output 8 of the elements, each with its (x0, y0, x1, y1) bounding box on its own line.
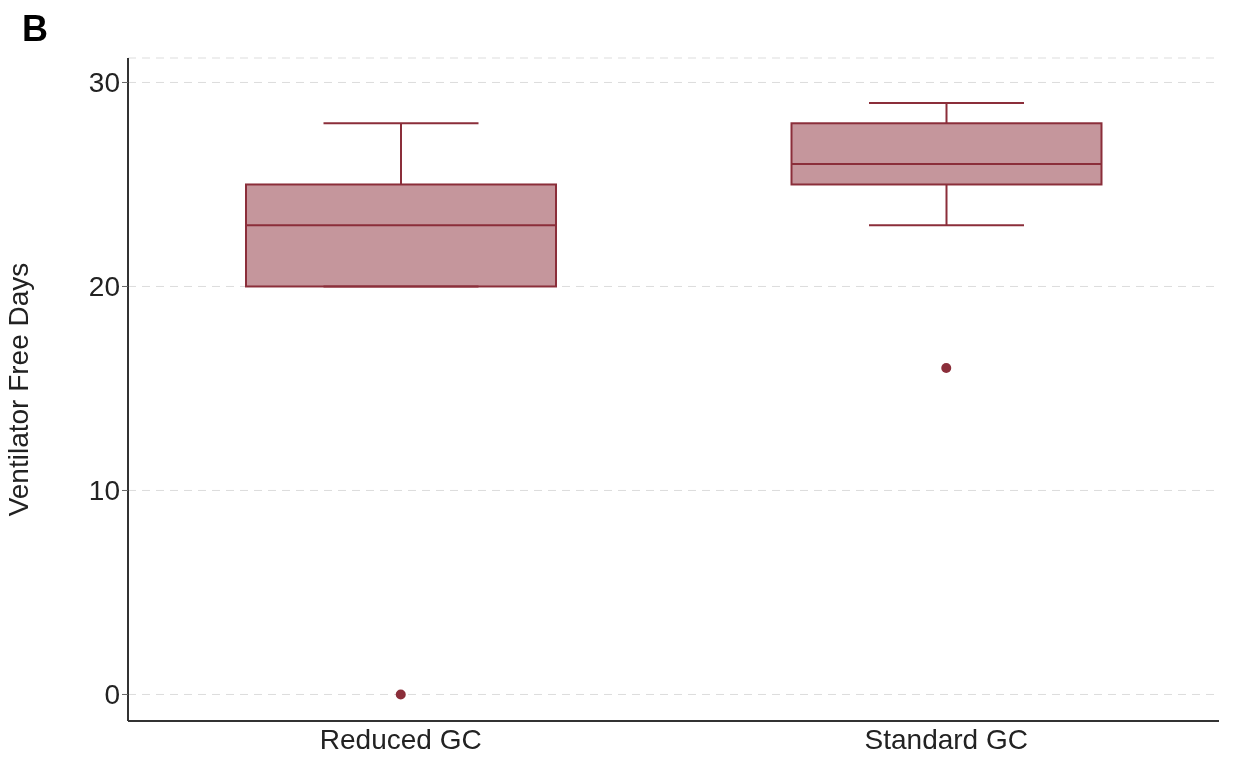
chart-title: B (22, 8, 48, 50)
y-tick-label: 30 (88, 67, 120, 99)
y-tick-label: 0 (104, 679, 120, 711)
y-tick-label: 20 (88, 271, 120, 303)
x-tick-label: Reduced GC (319, 723, 482, 755)
y-axis-title: Ventilator Free Days (2, 262, 34, 517)
y-tick-label: 10 (88, 475, 120, 507)
x-tick-label: Standard GC (864, 723, 1028, 755)
